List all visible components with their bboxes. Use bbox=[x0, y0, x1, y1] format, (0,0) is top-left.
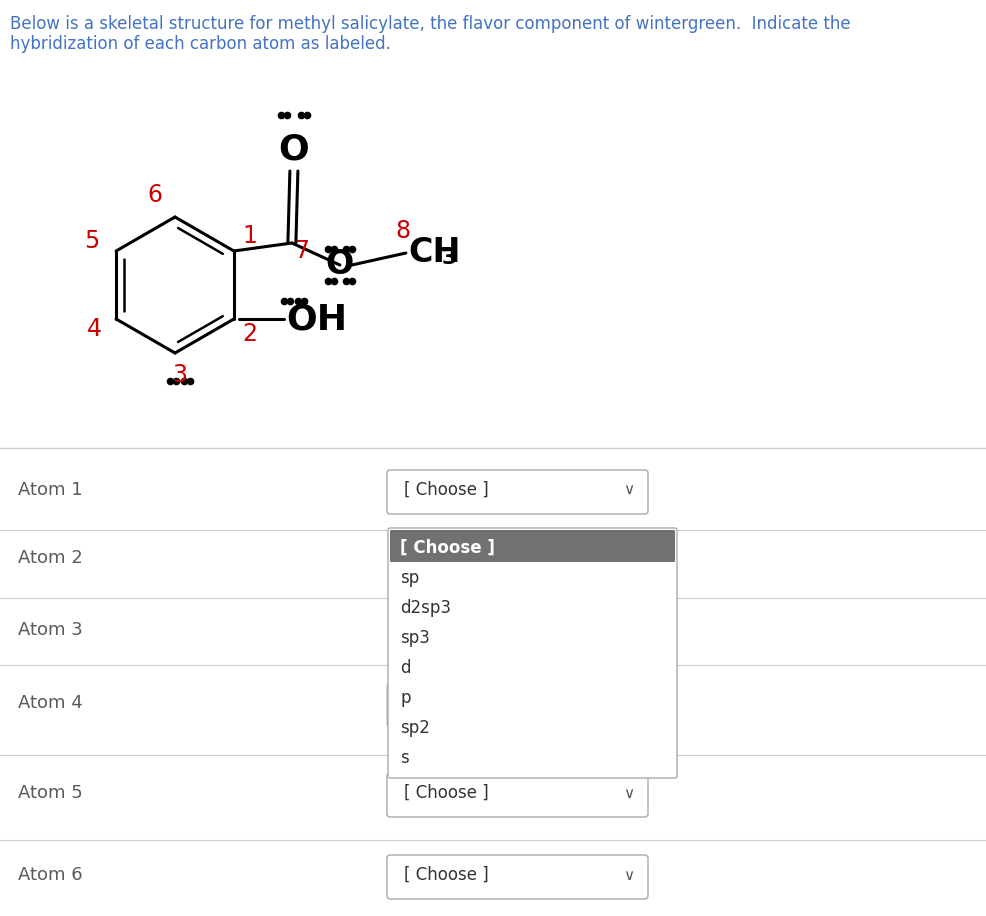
Text: 4: 4 bbox=[87, 317, 102, 341]
FancyBboxPatch shape bbox=[387, 773, 648, 817]
FancyBboxPatch shape bbox=[387, 470, 648, 514]
Text: sp2: sp2 bbox=[399, 719, 430, 737]
Text: hybridization of each carbon atom as labeled.: hybridization of each carbon atom as lab… bbox=[10, 35, 390, 53]
Text: 1: 1 bbox=[243, 224, 257, 248]
Text: sp: sp bbox=[399, 569, 419, 587]
Text: 3: 3 bbox=[173, 363, 187, 387]
Text: 7: 7 bbox=[294, 239, 309, 263]
FancyBboxPatch shape bbox=[387, 528, 676, 778]
Text: [ Choose ]: [ Choose ] bbox=[403, 694, 488, 712]
Text: s: s bbox=[399, 749, 408, 767]
Text: Atom 5: Atom 5 bbox=[18, 784, 83, 802]
Text: Atom 2: Atom 2 bbox=[18, 549, 83, 567]
Text: O: O bbox=[325, 248, 354, 281]
Text: 5: 5 bbox=[85, 229, 100, 253]
Text: ∨: ∨ bbox=[623, 483, 634, 497]
Text: Atom 3: Atom 3 bbox=[18, 621, 83, 639]
FancyBboxPatch shape bbox=[389, 530, 674, 562]
Text: O: O bbox=[278, 133, 309, 167]
Text: ∨: ∨ bbox=[623, 695, 634, 711]
Text: 8: 8 bbox=[395, 219, 410, 243]
Text: Atom 4: Atom 4 bbox=[18, 694, 83, 712]
FancyBboxPatch shape bbox=[387, 855, 648, 899]
Text: [ Choose ]: [ Choose ] bbox=[403, 866, 488, 884]
Text: ∨: ∨ bbox=[623, 867, 634, 882]
Text: 2: 2 bbox=[243, 322, 257, 346]
Text: 3: 3 bbox=[442, 248, 457, 268]
Text: Below is a skeletal structure for methyl salicylate, the flavor component of win: Below is a skeletal structure for methyl… bbox=[10, 15, 850, 33]
Text: OH: OH bbox=[286, 302, 347, 336]
Text: d2sp3: d2sp3 bbox=[399, 599, 451, 617]
Text: 6: 6 bbox=[147, 183, 163, 207]
Text: [ Choose ]: [ Choose ] bbox=[399, 539, 494, 557]
Text: Atom 1: Atom 1 bbox=[18, 481, 83, 499]
Text: sp3: sp3 bbox=[399, 629, 430, 647]
Text: CH: CH bbox=[407, 236, 459, 269]
Text: ∨: ∨ bbox=[623, 786, 634, 801]
Text: [ Choose ]: [ Choose ] bbox=[403, 784, 488, 802]
Text: [ Choose ]: [ Choose ] bbox=[403, 481, 488, 499]
Text: Atom 6: Atom 6 bbox=[18, 866, 83, 884]
Text: p: p bbox=[399, 689, 410, 707]
Text: d: d bbox=[399, 659, 410, 677]
FancyBboxPatch shape bbox=[387, 683, 648, 727]
